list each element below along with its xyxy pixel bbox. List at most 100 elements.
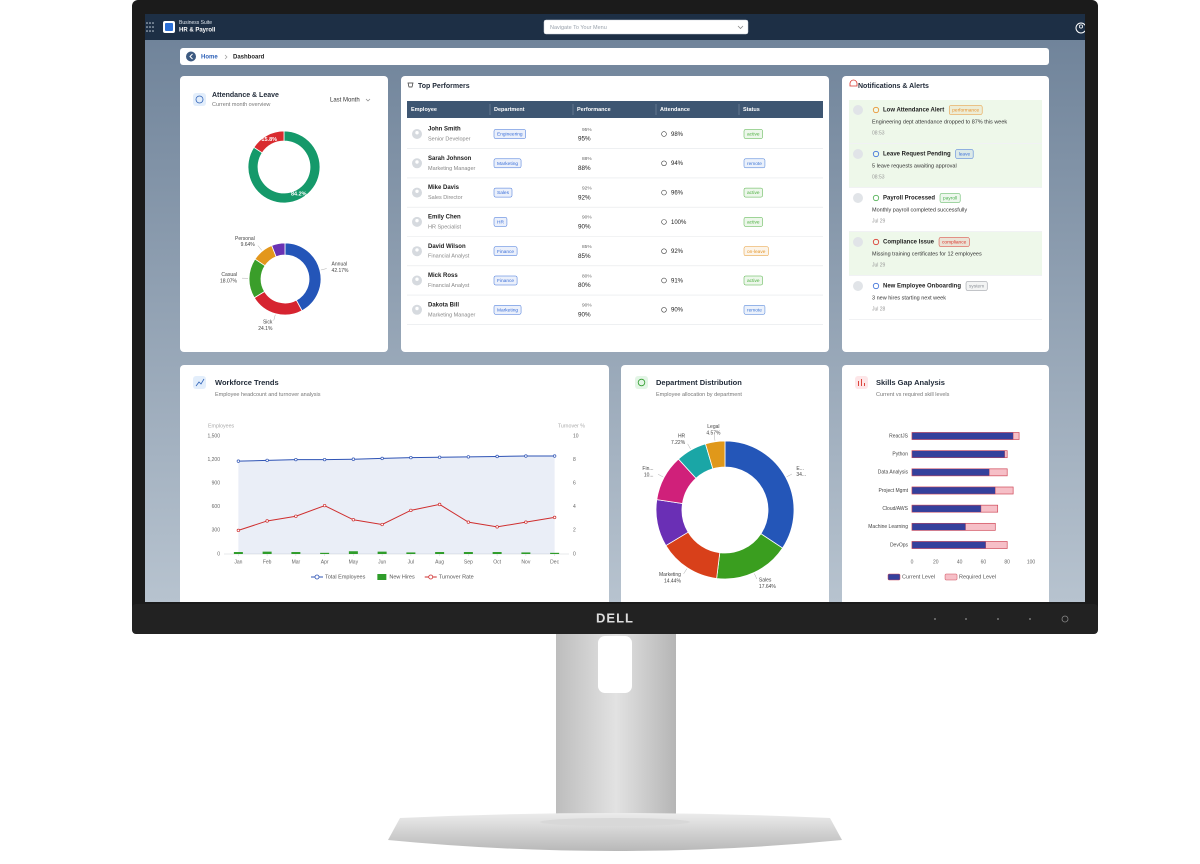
x-tick-label: Aug xyxy=(435,559,444,565)
leader-line xyxy=(713,434,716,441)
user-icon[interactable] xyxy=(1075,22,1086,34)
attendance-icon xyxy=(661,277,667,284)
employee-name: Dakota Bill xyxy=(428,302,459,308)
period-select[interactable]: Last Month xyxy=(330,98,360,104)
employee-role: Marketing Manager xyxy=(428,166,476,172)
series-line xyxy=(238,455,555,462)
x-tick-label: 80 xyxy=(1004,559,1010,565)
button[interactable] xyxy=(1029,618,1031,620)
x-tick-label: 0 xyxy=(911,559,914,565)
leader-line xyxy=(273,314,276,321)
bar xyxy=(911,504,982,513)
performance-value: 95% xyxy=(578,136,591,143)
performance-value: 90% xyxy=(578,224,591,231)
notification-avatar xyxy=(853,105,863,115)
notification-tag-text: leave xyxy=(959,152,971,158)
department-badge-text: Finance xyxy=(497,249,514,255)
point xyxy=(437,455,442,459)
notification-tag xyxy=(965,281,988,291)
notification-time: Jul 29 xyxy=(872,262,886,268)
performance-value: 92% xyxy=(578,194,591,201)
point xyxy=(380,456,384,461)
trophy-icon xyxy=(407,82,414,88)
y-tick-label: 900 xyxy=(212,481,221,487)
legend-swatch xyxy=(314,574,320,580)
employee-role: Financial Analyst xyxy=(428,283,470,289)
y-tick-label: 600 xyxy=(212,504,221,510)
power-button[interactable] xyxy=(1061,615,1069,623)
leader-line xyxy=(320,268,327,271)
search-chevron xyxy=(737,25,744,30)
slice-category: Sick xyxy=(263,319,273,325)
slice-category: Fin... xyxy=(642,466,653,472)
bar xyxy=(463,552,473,554)
point xyxy=(380,522,384,527)
attendance-value: 90% xyxy=(671,308,684,314)
notification-avatar xyxy=(853,149,863,159)
point xyxy=(294,514,298,518)
trend-icon xyxy=(195,378,205,387)
employee-name: David Wilson xyxy=(428,244,466,250)
clock-icon xyxy=(195,95,204,104)
button[interactable] xyxy=(997,618,999,620)
slice-category: Annual xyxy=(332,261,348,267)
status-badge-text: remote xyxy=(747,307,762,313)
button[interactable] xyxy=(965,618,967,620)
bar xyxy=(911,468,990,477)
breadcrumb-link[interactable]: Home xyxy=(201,55,218,61)
department-badge xyxy=(493,275,518,286)
card xyxy=(401,76,829,352)
menu-icon[interactable] xyxy=(146,22,154,32)
bar xyxy=(233,552,243,554)
y-tick-label: Python xyxy=(892,451,908,457)
notification-highlight xyxy=(849,144,1042,187)
card xyxy=(180,365,609,602)
slice-label: 15.8% xyxy=(261,137,277,143)
slice-label: 42.17% xyxy=(332,268,350,274)
x-tick-label: Mar xyxy=(292,559,301,565)
chart-title: Department Distribution xyxy=(656,378,742,387)
stand-hole xyxy=(598,636,632,693)
performance-value: 85% xyxy=(578,253,591,260)
button[interactable] xyxy=(934,618,936,620)
notification-avatar xyxy=(853,281,863,291)
department-badge-text: HR xyxy=(497,219,504,225)
leader-line xyxy=(687,443,691,450)
y-tick-label: Machine Learning xyxy=(868,524,908,530)
x-tick-label: 100 xyxy=(1027,559,1036,565)
notification-tag-text: system xyxy=(969,284,984,290)
employee-role: Sales Director xyxy=(428,195,463,201)
slice-label: 34... xyxy=(796,472,806,478)
point xyxy=(265,519,269,523)
breadcrumb-bar xyxy=(180,48,1049,65)
notification-icon xyxy=(872,238,880,246)
notification-tag xyxy=(939,193,961,203)
x-tick-label: Nov xyxy=(521,559,530,565)
department-badge-text: Marketing xyxy=(497,307,518,313)
notification-highlight xyxy=(849,232,1042,275)
series-line xyxy=(238,503,555,531)
department-badge xyxy=(493,129,526,139)
employee-name: Mick Ross xyxy=(428,273,458,279)
brand-name: Business Suite xyxy=(179,20,212,26)
slice-category: Sales xyxy=(759,578,772,584)
x-tick-label: Sep xyxy=(464,559,473,565)
status-badge-text: active xyxy=(747,219,760,225)
back-button[interactable] xyxy=(186,51,196,62)
bar xyxy=(377,551,387,554)
slice-category: Legal xyxy=(707,424,719,430)
status-badge xyxy=(743,246,769,256)
search-box[interactable] xyxy=(543,19,749,35)
attendance-value: 100% xyxy=(671,220,687,226)
y2-tick-label: 8 xyxy=(573,457,576,463)
employee-role: Senior Developer xyxy=(428,136,471,142)
y-tick-label: 300 xyxy=(212,528,221,534)
legend-swatch xyxy=(944,573,958,581)
legend-label: Turnover Rate xyxy=(439,574,474,580)
y2-tick-label: 0 xyxy=(573,551,576,557)
breadcrumb-current: Dashboard xyxy=(233,55,265,61)
bar xyxy=(492,552,502,554)
slice-category: Personal xyxy=(235,236,255,242)
axis-title: Employees xyxy=(208,423,235,429)
department-badge-text: Engineering xyxy=(497,132,523,138)
